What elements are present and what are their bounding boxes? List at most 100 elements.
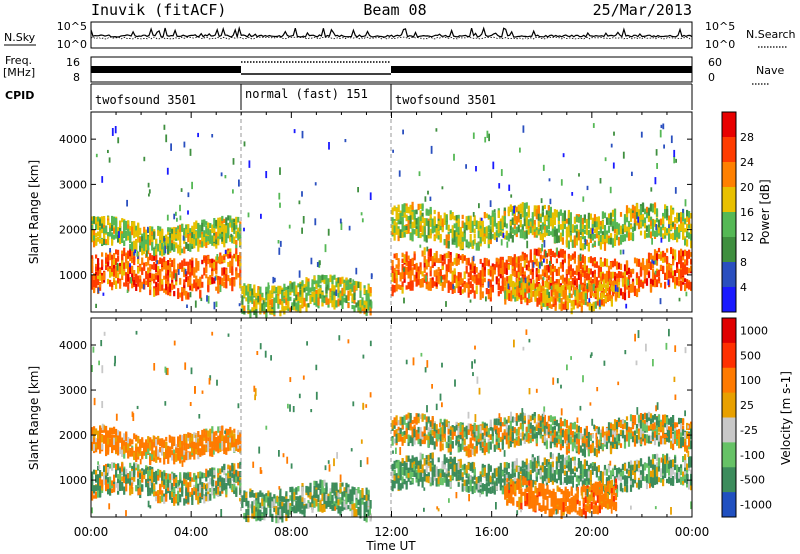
heatmap-cell bbox=[239, 238, 242, 246]
heatmap-cell bbox=[159, 283, 162, 292]
heatmap-cell bbox=[227, 215, 230, 221]
heatmap-cell bbox=[127, 268, 130, 275]
heatmap-speckle bbox=[496, 237, 498, 242]
heatmap-cell bbox=[489, 279, 492, 288]
heatmap-cell bbox=[195, 494, 198, 501]
heatmap-cell bbox=[427, 220, 430, 230]
heatmap-speckle bbox=[659, 298, 662, 305]
heatmap-speckle bbox=[541, 261, 543, 267]
heatmap-cell bbox=[666, 256, 669, 265]
heatmap-cell bbox=[163, 441, 166, 448]
heatmap-cell bbox=[635, 272, 639, 280]
heatmap-speckle bbox=[310, 257, 313, 265]
heatmap-cell bbox=[109, 228, 112, 233]
heatmap-cell bbox=[305, 303, 308, 312]
heatmap-cell bbox=[433, 216, 436, 224]
heatmap-speckle bbox=[314, 182, 317, 186]
heatmap-cell bbox=[325, 289, 328, 299]
heatmap-cell bbox=[231, 472, 234, 478]
heatmap-cell bbox=[509, 256, 512, 262]
heatmap-cell bbox=[179, 447, 182, 457]
heatmap-cell bbox=[111, 480, 114, 486]
heatmap-cell bbox=[409, 258, 412, 264]
heatmap-cell bbox=[257, 295, 260, 303]
freq-label-line1: Freq. bbox=[5, 54, 32, 67]
heatmap-cell bbox=[169, 237, 172, 244]
heatmap-speckle bbox=[650, 187, 653, 192]
heatmap-cell bbox=[269, 290, 272, 300]
heatmap-cell bbox=[597, 234, 600, 242]
heatmap-cell bbox=[123, 240, 126, 247]
heatmap-cell bbox=[569, 285, 572, 291]
heatmap-cell bbox=[431, 225, 434, 234]
heatmap-cell bbox=[151, 245, 154, 251]
heatmap-cell bbox=[393, 267, 396, 273]
heatmap-cell bbox=[686, 260, 689, 266]
heatmap-cell bbox=[619, 288, 623, 296]
heatmap-speckle bbox=[519, 147, 521, 153]
heatmap-cell bbox=[662, 212, 665, 218]
heatmap-cell bbox=[143, 471, 146, 480]
heatmap-cell bbox=[185, 224, 188, 234]
heatmap-cell bbox=[417, 266, 420, 272]
heatmap-cell bbox=[231, 236, 234, 242]
heatmap-cell bbox=[643, 223, 647, 229]
heatmap-cell bbox=[653, 281, 657, 288]
heatmap-cell bbox=[229, 248, 232, 253]
heatmap-cell bbox=[147, 490, 150, 497]
heatmap-cell bbox=[473, 290, 476, 299]
heatmap-cell bbox=[125, 230, 128, 238]
heatmap-cell bbox=[349, 284, 352, 293]
heatmap-cell bbox=[545, 270, 548, 279]
heatmap-cell bbox=[165, 492, 168, 502]
heatmap-cell bbox=[103, 466, 106, 473]
heatmap-cell bbox=[421, 271, 424, 277]
heatmap-cell bbox=[583, 217, 586, 223]
heatmap-cell bbox=[561, 259, 564, 269]
heatmap-cell bbox=[570, 293, 573, 298]
heatmap-cell bbox=[237, 256, 240, 263]
heatmap-cell bbox=[625, 269, 629, 275]
heatmap-cell bbox=[507, 206, 510, 214]
heatmap-cell bbox=[653, 273, 657, 281]
heatmap-cell bbox=[545, 230, 548, 236]
heatmap-cell bbox=[189, 491, 192, 497]
heatmap-cell bbox=[453, 215, 456, 221]
heatmap-cell bbox=[522, 290, 525, 297]
heatmap-cell bbox=[625, 230, 629, 238]
heatmap-cell bbox=[503, 268, 506, 275]
heatmap-cell bbox=[585, 225, 588, 232]
heatmap-cell bbox=[111, 232, 114, 239]
heatmap-cell bbox=[682, 250, 685, 257]
heatmap-cell bbox=[251, 307, 254, 313]
heatmap-cell bbox=[239, 252, 242, 259]
heatmap-cell bbox=[439, 222, 442, 228]
heatmap-cell bbox=[558, 293, 561, 298]
heatmap-cell bbox=[635, 258, 639, 263]
heatmap-cell bbox=[183, 439, 186, 446]
heatmap-cell bbox=[331, 281, 334, 290]
heatmap-cell bbox=[271, 307, 274, 315]
heatmap-cell bbox=[267, 286, 270, 294]
heatmap-cell bbox=[437, 275, 440, 285]
heatmap-cell bbox=[125, 433, 128, 442]
heatmap-cell bbox=[103, 237, 106, 245]
heatmap-cell bbox=[235, 267, 238, 272]
heatmap-cell bbox=[415, 223, 418, 229]
heatmap-speckle bbox=[214, 276, 217, 281]
heatmap-cell bbox=[173, 291, 176, 297]
power-data-layer bbox=[91, 123, 693, 319]
heatmap-cell bbox=[119, 266, 122, 275]
heatmap-cell bbox=[353, 285, 356, 293]
heatmap-cell bbox=[111, 282, 114, 288]
heatmap-cell bbox=[359, 290, 362, 298]
heatmap-cell bbox=[107, 236, 110, 246]
heatmap-speckle bbox=[654, 260, 657, 265]
heatmap-cell bbox=[596, 292, 599, 302]
heatmap-cell bbox=[199, 224, 202, 234]
heatmap-speckle bbox=[549, 198, 552, 205]
heatmap-cell bbox=[171, 238, 174, 247]
heatmap-cell bbox=[215, 231, 218, 239]
heatmap-cell bbox=[119, 436, 122, 443]
heatmap-cell bbox=[197, 496, 200, 505]
